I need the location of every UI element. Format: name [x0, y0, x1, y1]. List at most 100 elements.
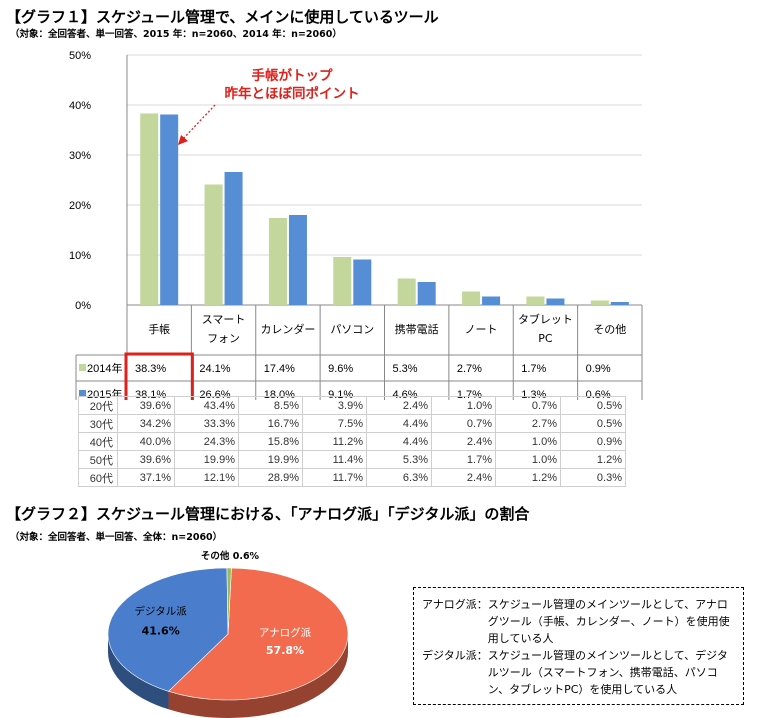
generation-cell: 11.7%: [302, 468, 367, 487]
generation-row: 50代 39.6% 19.9% 19.9% 11.4% 5.3% 1.7% 1.0% 1.2%: [78, 450, 626, 469]
generation-cell: 2.4%: [431, 468, 496, 487]
generation-cell: 0.3%: [560, 468, 626, 487]
annotation-arrow: [181, 104, 216, 141]
data-label: 0.9%: [586, 363, 611, 375]
pie-label: デジタル派: [135, 604, 188, 617]
data-label: 4.6%: [393, 389, 418, 400]
generation-cell: 11.4%: [302, 450, 367, 469]
generation-cell: 40.0%: [117, 432, 175, 451]
graph1-bar-chart: 0% 10% 20% 30% 40% 50% 手帳 スマートフォン カレンダー パソコン 携帯電話 ノ…: [69, 50, 643, 400]
pie-label: その他 0.6%: [201, 550, 260, 562]
bar-2014: [204, 184, 223, 305]
data-label: 38.3%: [135, 363, 166, 375]
generation-cell: 12.1%: [174, 468, 239, 487]
generation-cell: 19.9%: [174, 450, 239, 469]
annotation-text: 昨年とほぼ同ポイント: [225, 85, 360, 102]
age-label: 60代: [78, 468, 118, 487]
generation-cell: 0.5%: [560, 396, 626, 415]
bar-2015: [288, 215, 307, 305]
pie-side: [168, 634, 348, 718]
category-label: パソコン: [330, 323, 374, 336]
generation-cell: 5.3%: [366, 450, 432, 469]
category-label: フォン: [207, 332, 240, 345]
data-label: 9.6%: [328, 363, 353, 375]
note-analog: アナログ派： スケジュール管理のメインツールとして、アナログツール（手帳、カレン…: [422, 596, 737, 647]
generation-cell: 1.0%: [495, 450, 561, 469]
generation-cell: 1.2%: [560, 450, 626, 469]
y-tick-label: 0%: [75, 300, 91, 312]
data-label: 1.7%: [521, 363, 546, 375]
note-digital: デジタル派： スケジュール管理のメインツールとして、デジタルツール（スマートフォ…: [422, 647, 737, 698]
bar-2014: [462, 291, 481, 305]
generation-cell: 3.9%: [302, 396, 367, 415]
generation-cell: 1.0%: [495, 432, 561, 451]
category-label: その他: [593, 323, 626, 336]
age-label: 20代: [78, 396, 118, 415]
graph2-title: 【グラフ２】スケジュール管理における、「アナログ派」「デジタル派」の割合: [6, 505, 530, 523]
generation-cell: 0.5%: [560, 414, 626, 433]
bar-2014: [397, 278, 416, 305]
generation-cell: 7.5%: [302, 414, 367, 433]
y-tick-label: 40%: [69, 100, 91, 112]
bar-2015: [546, 298, 565, 305]
generation-cell: 19.9%: [238, 450, 303, 469]
bar-2014: [140, 113, 159, 305]
pie-value: 57.8%: [266, 644, 304, 657]
generation-cell: 8.5%: [238, 396, 303, 415]
category-label: 手帳: [148, 322, 170, 336]
category-label: ノート: [465, 323, 498, 336]
generation-cell: 4.4%: [366, 432, 432, 451]
data-label: 24.1%: [199, 363, 230, 375]
generation-cell: 28.9%: [238, 468, 303, 487]
definition-notes: アナログ派： スケジュール管理のメインツールとして、アナログツール（手帳、カレン…: [413, 587, 744, 705]
bar-2014: [333, 257, 352, 305]
bar-2014: [526, 296, 545, 305]
category-label: タブレット: [518, 312, 573, 326]
pie-label: アナログ派: [259, 626, 312, 639]
generation-cell: 0.7%: [431, 414, 496, 433]
graph1-subtitle: （対象：全回答者、単一回答、2015 年：n=2060、2014 年：n=206…: [10, 29, 342, 40]
note-term: アナログ派：: [422, 598, 488, 611]
bar-2015: [224, 172, 243, 305]
y-tick-label: 20%: [69, 200, 91, 212]
note-description: スケジュール管理のメインツールとして、デジタルツール（スマートフォン、携帯電話、…: [487, 649, 728, 696]
data-label: 38.1%: [135, 389, 166, 400]
pie-side: [108, 634, 169, 710]
generation-table: 20代 39.6% 43.4% 8.5% 3.9% 2.4% 1.0% 0.7% 0.5% 30代…: [78, 396, 626, 487]
generation-row: 20代 39.6% 43.4% 8.5% 3.9% 2.4% 1.0% 0.7% 0.5%: [78, 396, 626, 415]
pie-slice: [167, 567, 349, 701]
graph2-subtitle: （対象：全回答者、単一回答、全体：n=2060）: [10, 532, 223, 543]
category-label: スマート: [202, 313, 246, 326]
generation-row: 60代 37.1% 12.1% 28.9% 11.7% 6.3% 2.4% 1.2% 0.3%: [78, 468, 626, 487]
generation-cell: 34.2%: [117, 414, 175, 433]
highlight-box: [124, 352, 194, 400]
generation-cell: 1.2%: [495, 468, 561, 487]
bar-2015: [610, 302, 629, 305]
data-label: 5.3%: [393, 363, 418, 375]
bar-2015: [353, 259, 372, 305]
generation-cell: 37.1%: [117, 468, 175, 487]
annotation-text: 手帳がトップ: [252, 67, 333, 84]
pie-slice: [107, 567, 229, 692]
bar-2015: [417, 282, 436, 305]
generation-cell: 15.8%: [238, 432, 303, 451]
data-label: 0.6%: [586, 389, 611, 400]
generation-cell: 2.4%: [431, 432, 496, 451]
data-label: 26.6%: [199, 389, 230, 400]
age-label: 50代: [78, 450, 118, 469]
generation-cell: 16.7%: [238, 414, 303, 433]
bar-2014: [268, 218, 287, 305]
generation-cell: 43.4%: [174, 396, 239, 415]
generation-cell: 1.7%: [431, 450, 496, 469]
bar-2015: [482, 296, 501, 305]
generation-row: 30代 34.2% 33.3% 16.7% 7.5% 4.4% 0.7% 2.7% 0.5%: [78, 414, 626, 433]
generation-cell: 24.3%: [174, 432, 239, 451]
graph1-title: 【グラフ１】スケジュール管理で、メインに使用しているツール: [6, 8, 439, 26]
generation-cell: 1.0%: [431, 396, 496, 415]
data-label: 17.4%: [264, 363, 295, 375]
series-label: 2014年: [87, 361, 122, 375]
generation-cell: 39.6%: [117, 450, 175, 469]
generation-cell: 2.7%: [495, 414, 561, 433]
age-label: 30代: [78, 414, 118, 433]
generation-cell: 4.4%: [366, 414, 432, 433]
